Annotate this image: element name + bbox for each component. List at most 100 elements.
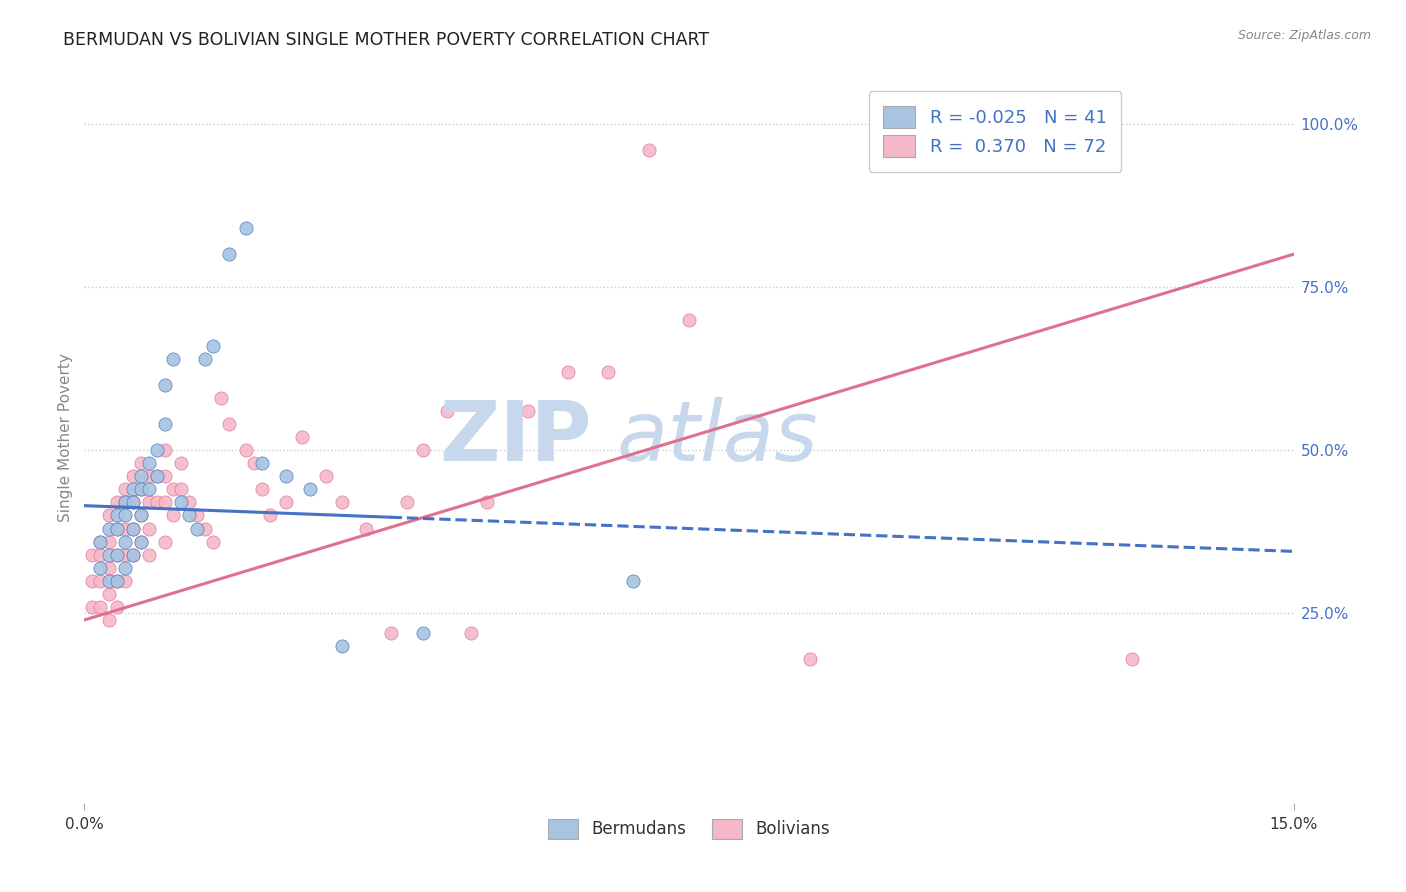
Point bbox=[259, 508, 281, 523]
Text: BERMUDAN VS BOLIVIAN SINGLE MOTHER POVERTY CORRELATION CHART: BERMUDAN VS BOLIVIAN SINGLE MOTHER POVER… bbox=[63, 31, 710, 49]
Point bbox=[202, 339, 225, 353]
Point bbox=[138, 495, 160, 509]
Point bbox=[179, 508, 201, 523]
Point bbox=[153, 469, 176, 483]
Point bbox=[209, 391, 232, 405]
Point bbox=[235, 221, 257, 235]
Point bbox=[121, 548, 143, 562]
Point bbox=[138, 483, 160, 497]
Point bbox=[218, 247, 240, 261]
Point bbox=[105, 548, 128, 562]
Point bbox=[153, 377, 176, 392]
Point bbox=[129, 508, 152, 523]
Point bbox=[170, 456, 193, 470]
Point bbox=[114, 495, 136, 509]
Point bbox=[194, 521, 217, 535]
Point bbox=[477, 495, 499, 509]
Point bbox=[235, 443, 257, 458]
Point bbox=[121, 495, 143, 509]
Point bbox=[105, 495, 128, 509]
Point bbox=[170, 483, 193, 497]
Point bbox=[105, 574, 128, 588]
Point bbox=[186, 508, 208, 523]
Point bbox=[162, 483, 184, 497]
Point bbox=[146, 495, 169, 509]
Point bbox=[82, 599, 104, 614]
Point bbox=[105, 548, 128, 562]
Point bbox=[138, 456, 160, 470]
Point bbox=[114, 521, 136, 535]
Point bbox=[598, 365, 620, 379]
Point bbox=[89, 560, 111, 574]
Point bbox=[516, 404, 538, 418]
Point bbox=[105, 521, 128, 535]
Point bbox=[97, 534, 120, 549]
Point bbox=[274, 495, 297, 509]
Point bbox=[162, 508, 184, 523]
Point bbox=[105, 508, 128, 523]
Point bbox=[129, 508, 152, 523]
Point bbox=[315, 469, 337, 483]
Point bbox=[330, 639, 353, 653]
Point bbox=[97, 548, 120, 562]
Text: ZIP: ZIP bbox=[440, 397, 592, 477]
Point bbox=[89, 599, 111, 614]
Point bbox=[82, 548, 104, 562]
Point bbox=[138, 548, 160, 562]
Point bbox=[153, 495, 176, 509]
Point bbox=[105, 521, 128, 535]
Point bbox=[121, 483, 143, 497]
Point bbox=[114, 483, 136, 497]
Point bbox=[179, 495, 201, 509]
Point bbox=[121, 521, 143, 535]
Point bbox=[138, 469, 160, 483]
Point bbox=[121, 548, 143, 562]
Text: atlas: atlas bbox=[616, 397, 818, 477]
Point bbox=[129, 469, 152, 483]
Point bbox=[250, 483, 273, 497]
Point bbox=[146, 469, 169, 483]
Point bbox=[218, 417, 240, 431]
Point bbox=[460, 626, 482, 640]
Point bbox=[291, 430, 314, 444]
Point bbox=[395, 495, 418, 509]
Point bbox=[138, 521, 160, 535]
Point bbox=[114, 560, 136, 574]
Point bbox=[412, 626, 434, 640]
Point bbox=[202, 534, 225, 549]
Point bbox=[129, 534, 152, 549]
Point bbox=[330, 495, 353, 509]
Point bbox=[82, 574, 104, 588]
Point bbox=[436, 404, 458, 418]
Point bbox=[299, 483, 322, 497]
Point bbox=[380, 626, 402, 640]
Point bbox=[1121, 652, 1143, 666]
Text: Source: ZipAtlas.com: Source: ZipAtlas.com bbox=[1237, 29, 1371, 42]
Point bbox=[242, 456, 264, 470]
Point bbox=[105, 599, 128, 614]
Point bbox=[194, 351, 217, 366]
Point bbox=[114, 574, 136, 588]
Legend: Bermudans, Bolivians: Bermudans, Bolivians bbox=[541, 812, 837, 846]
Point bbox=[799, 652, 821, 666]
Point bbox=[97, 574, 120, 588]
Point bbox=[250, 456, 273, 470]
Point bbox=[129, 483, 152, 497]
Point bbox=[146, 443, 169, 458]
Point bbox=[146, 469, 169, 483]
Point bbox=[412, 443, 434, 458]
Point bbox=[356, 521, 378, 535]
Point bbox=[557, 365, 579, 379]
Point bbox=[121, 521, 143, 535]
Point bbox=[129, 534, 152, 549]
Point bbox=[121, 495, 143, 509]
Point bbox=[129, 483, 152, 497]
Point bbox=[186, 521, 208, 535]
Point bbox=[97, 521, 120, 535]
Point bbox=[678, 312, 700, 326]
Point bbox=[153, 443, 176, 458]
Point bbox=[114, 495, 136, 509]
Point bbox=[621, 574, 644, 588]
Point bbox=[89, 574, 111, 588]
Y-axis label: Single Mother Poverty: Single Mother Poverty bbox=[58, 352, 73, 522]
